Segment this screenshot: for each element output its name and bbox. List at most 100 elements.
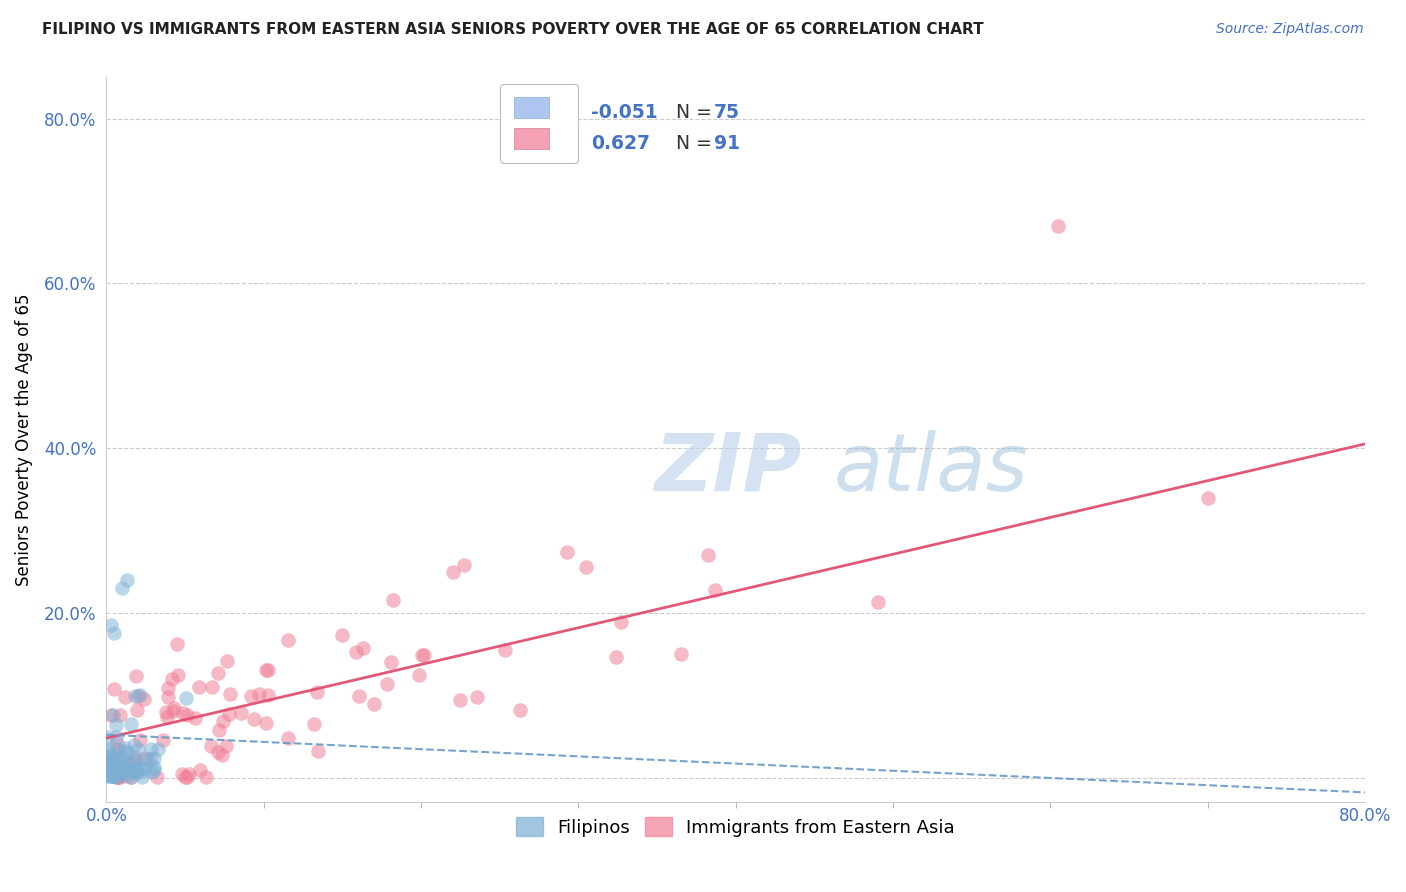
Text: N =: N = (676, 134, 718, 153)
Point (307, 744, 329, 758)
Point (142, 751, 165, 765)
Point (1197, 491, 1219, 506)
Point (134, 692, 156, 706)
Point (105, 741, 128, 756)
Point (509, 702, 531, 716)
Point (98, 769, 121, 783)
Point (174, 770, 197, 784)
Point (114, 744, 136, 758)
Point (257, 688, 280, 702)
Point (107, 770, 129, 784)
Point (449, 692, 471, 706)
Point (152, 732, 174, 747)
Point (229, 706, 252, 720)
Point (97, 766, 120, 780)
Point (108, 770, 131, 784)
Point (207, 745, 229, 759)
Point (156, 710, 179, 724)
Point (104, 717, 127, 731)
Point (108, 764, 131, 778)
Point (1047, 219, 1070, 233)
Point (114, 756, 136, 770)
Text: 0.627: 0.627 (591, 134, 650, 153)
Point (122, 739, 145, 753)
Point (352, 640, 374, 655)
Text: Source: ZipAtlas.com: Source: ZipAtlas.com (1216, 22, 1364, 37)
Point (101, 708, 124, 723)
Point (201, 680, 224, 694)
Point (146, 742, 169, 756)
Point (131, 761, 153, 775)
Point (243, 713, 266, 727)
Point (107, 770, 129, 784)
Point (218, 687, 240, 701)
Point (494, 643, 516, 657)
Point (669, 648, 692, 662)
Point (115, 573, 138, 587)
Point (129, 733, 152, 747)
Point (112, 765, 135, 780)
Point (103, 769, 125, 783)
Point (110, 751, 132, 765)
Point (128, 762, 150, 776)
Point (172, 706, 194, 720)
Point (277, 632, 299, 647)
Point (195, 770, 218, 784)
Point (111, 764, 134, 778)
Text: R =: R = (540, 134, 582, 153)
Point (104, 770, 127, 784)
Point (134, 763, 156, 777)
Point (176, 770, 198, 784)
Point (381, 593, 404, 607)
Point (166, 637, 188, 651)
Text: 91: 91 (714, 134, 740, 153)
Point (110, 707, 132, 722)
Point (100, 765, 122, 780)
Point (120, 770, 142, 784)
Point (131, 770, 153, 784)
Text: FILIPINO VS IMMIGRANTS FROM EASTERN ASIA SENIORS POVERTY OVER THE AGE OF 65 CORR: FILIPINO VS IMMIGRANTS FROM EASTERN ASIA… (42, 22, 984, 37)
Point (124, 690, 146, 704)
Point (97, 769, 120, 783)
Point (127, 689, 149, 703)
Point (575, 559, 598, 574)
Point (465, 690, 488, 705)
Point (127, 766, 149, 780)
Point (105, 756, 128, 771)
Point (188, 764, 211, 778)
Point (97, 764, 120, 779)
Point (105, 764, 128, 778)
Point (411, 648, 433, 662)
Point (363, 698, 385, 712)
Point (103, 626, 125, 640)
Point (97, 755, 120, 769)
Point (215, 739, 238, 753)
Point (124, 753, 146, 767)
Point (118, 756, 141, 770)
Point (138, 752, 160, 766)
Point (112, 761, 135, 775)
Point (124, 765, 146, 780)
Point (100, 748, 122, 763)
Point (163, 701, 186, 715)
Point (167, 668, 190, 682)
Point (100, 758, 122, 772)
Point (704, 582, 727, 597)
Point (176, 690, 198, 705)
Point (162, 704, 184, 718)
Text: R =: R = (540, 103, 582, 121)
Point (129, 688, 152, 702)
Point (97, 753, 120, 767)
Point (377, 677, 399, 691)
Point (157, 690, 180, 704)
Point (344, 645, 367, 659)
Point (127, 742, 149, 756)
Point (408, 667, 430, 681)
Point (555, 545, 578, 559)
Point (103, 756, 125, 770)
Point (135, 750, 157, 764)
Point (330, 628, 353, 642)
Point (105, 736, 128, 750)
Point (207, 665, 229, 680)
Point (104, 730, 127, 744)
